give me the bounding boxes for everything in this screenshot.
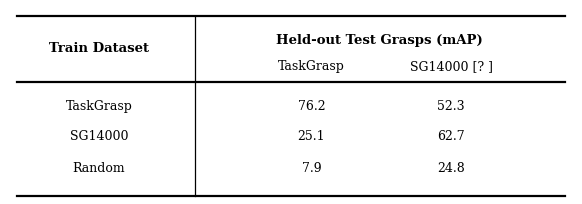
Text: Random: Random (73, 162, 125, 175)
Text: Held-out Test Grasps (mAP): Held-out Test Grasps (mAP) (276, 34, 483, 47)
Text: SG14000 [? ]: SG14000 [? ] (410, 60, 492, 73)
Text: SG14000: SG14000 (70, 130, 128, 143)
Text: Train Dataset: Train Dataset (49, 42, 149, 55)
Text: TaskGrasp: TaskGrasp (278, 60, 345, 73)
Text: 7.9: 7.9 (301, 162, 321, 175)
Text: 52.3: 52.3 (437, 100, 465, 113)
Text: 24.8: 24.8 (437, 162, 465, 175)
Text: 25.1: 25.1 (297, 130, 325, 143)
Text: 62.7: 62.7 (437, 130, 465, 143)
Text: TaskGrasp: TaskGrasp (66, 100, 132, 113)
Text: 76.2: 76.2 (297, 100, 325, 113)
